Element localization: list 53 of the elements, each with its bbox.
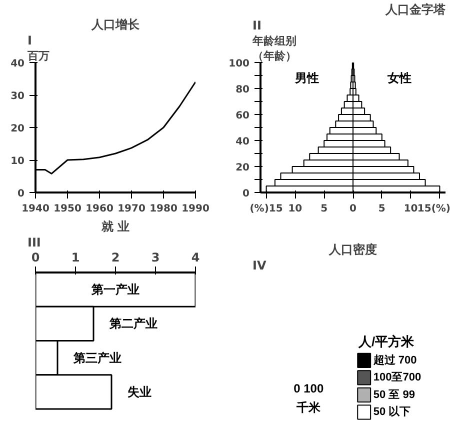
- x-tick-label: 1980: [150, 204, 178, 214]
- text: III: [28, 236, 41, 250]
- x-tick-label: 4: [191, 250, 200, 264]
- text: 男性: [294, 71, 319, 86]
- x-tick-label: 5: [378, 204, 386, 214]
- x-tick-label: (%)15: [250, 204, 283, 214]
- category-label: 50 至 99: [373, 388, 415, 401]
- chart-title: 人口增长: [90, 18, 140, 32]
- text: 千米: [296, 400, 322, 415]
- x-tick-label: 0: [31, 250, 40, 264]
- y-tick-label: 20: [236, 162, 250, 174]
- text: IV: [252, 258, 267, 272]
- chart-title: 人口金字塔: [384, 2, 446, 16]
- text: I: [28, 34, 32, 48]
- x-tick-label: 5: [320, 204, 328, 214]
- x-tick-label: 3: [151, 250, 160, 264]
- y-tick-label: 20: [10, 124, 25, 134]
- y-tick-label: 60: [236, 110, 250, 122]
- y-tick-label: 第二产业: [108, 316, 158, 331]
- legend-title: 人/平方米: [358, 334, 416, 350]
- y-tick-label: 失业: [128, 384, 152, 399]
- x-tick-label: 1950: [54, 204, 82, 214]
- x-tick-label: 1960: [86, 204, 114, 214]
- category-label: 100至700: [373, 372, 422, 384]
- chart-title: 就 业: [100, 220, 130, 234]
- x-tick-label: 2: [111, 250, 120, 264]
- y-axis-title: 年龄组别: [252, 34, 296, 48]
- y-axis-title: 百万: [26, 50, 50, 62]
- y-tick-label: 80: [236, 84, 250, 96]
- x-tick-label: 10: [404, 204, 418, 214]
- y-tick-label: 0: [242, 188, 250, 200]
- y-tick-label: 40: [10, 58, 25, 70]
- y-tick-label: 第一产业: [90, 282, 140, 297]
- text: 人口密度: [328, 242, 377, 256]
- y-tick-label: 30: [10, 91, 25, 102]
- text: 0 100: [294, 382, 324, 396]
- x-tick-label: 1: [71, 250, 80, 264]
- category-label: 超过 700: [372, 353, 417, 366]
- y-tick-label: 0: [18, 188, 25, 200]
- x-tick-label: 10: [288, 204, 302, 214]
- x-tick-label: 15(%): [417, 204, 450, 214]
- y-tick-label: 10: [10, 156, 25, 167]
- x-tick-label: 1990: [182, 204, 210, 214]
- y-tick-label: 第三产业: [72, 350, 122, 365]
- text: 女性: [386, 71, 412, 86]
- x-tick-label: 1970: [118, 204, 146, 214]
- x-tick-label: 1940: [22, 204, 50, 214]
- text: II: [252, 18, 262, 32]
- y-tick-label: 100: [228, 58, 250, 70]
- x-tick-label: 0: [350, 204, 357, 214]
- annotation: （年龄）: [252, 50, 296, 62]
- category-label: 50 以下: [373, 405, 411, 418]
- y-tick-label: 40: [236, 136, 250, 148]
